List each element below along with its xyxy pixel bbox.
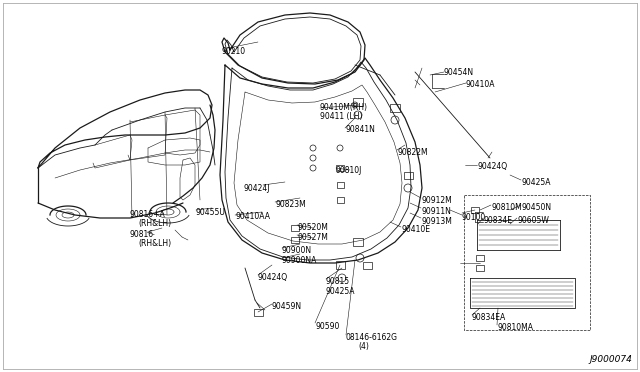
Text: (4): (4) [358, 342, 369, 351]
Text: 90459N: 90459N [272, 302, 302, 311]
Text: 90810J: 90810J [336, 166, 362, 175]
Text: 90912M: 90912M [421, 196, 452, 205]
Text: 90100: 90100 [462, 213, 486, 222]
Text: 90454N: 90454N [444, 68, 474, 77]
Text: 90527M: 90527M [297, 233, 328, 242]
Text: 90605W: 90605W [517, 216, 549, 225]
Text: (RH&LH): (RH&LH) [138, 219, 171, 228]
Text: J9000074: J9000074 [589, 355, 632, 364]
Bar [476, 265, 484, 271]
Text: 90913M: 90913M [421, 217, 452, 226]
Text: 90520M: 90520M [297, 223, 328, 232]
Bar [476, 255, 484, 261]
Text: 90411 (LH): 90411 (LH) [320, 112, 362, 121]
Text: 90455U: 90455U [196, 208, 226, 217]
Bar [390, 104, 400, 112]
Text: 90816+A: 90816+A [130, 210, 166, 219]
Bar [353, 238, 363, 246]
Text: 08146-6162G: 08146-6162G [346, 333, 398, 342]
Text: 90911N: 90911N [421, 207, 451, 216]
Bar [337, 182, 344, 188]
Text: 90823M: 90823M [275, 200, 306, 209]
Text: 90834EA: 90834EA [472, 313, 506, 322]
Text: 90410M(RH): 90410M(RH) [320, 103, 368, 112]
Bar [363, 262, 372, 269]
Text: 90841N: 90841N [345, 125, 375, 134]
Text: 90900NA: 90900NA [282, 256, 317, 265]
Text: 90590: 90590 [315, 322, 339, 331]
Bar [254, 309, 263, 316]
Text: 90424Q: 90424Q [258, 273, 288, 282]
Bar [337, 197, 344, 203]
Text: 90410AA: 90410AA [235, 212, 270, 221]
Text: 90424Q: 90424Q [477, 162, 507, 171]
Bar [291, 237, 299, 243]
Text: 90810MA: 90810MA [497, 323, 533, 332]
Bar [336, 261, 345, 269]
Text: 90815: 90815 [326, 277, 350, 286]
Text: 90834E: 90834E [483, 216, 512, 225]
Text: 90410A: 90410A [466, 80, 495, 89]
Bar [291, 225, 299, 231]
Text: 90900N: 90900N [282, 246, 312, 255]
Bar [404, 172, 413, 179]
Text: 90410E: 90410E [401, 225, 430, 234]
Text: 90425A: 90425A [521, 178, 550, 187]
Bar [336, 165, 344, 171]
Text: 90450N: 90450N [521, 203, 551, 212]
Bar [353, 98, 363, 106]
Text: 90210: 90210 [222, 47, 246, 56]
Text: 90425A: 90425A [326, 287, 355, 296]
Text: 90424J: 90424J [243, 184, 269, 193]
Text: (RH&LH): (RH&LH) [138, 239, 171, 248]
Text: 90810M: 90810M [491, 203, 522, 212]
Text: 90816: 90816 [130, 230, 154, 239]
Bar [471, 207, 479, 213]
Text: 90822M: 90822M [397, 148, 428, 157]
